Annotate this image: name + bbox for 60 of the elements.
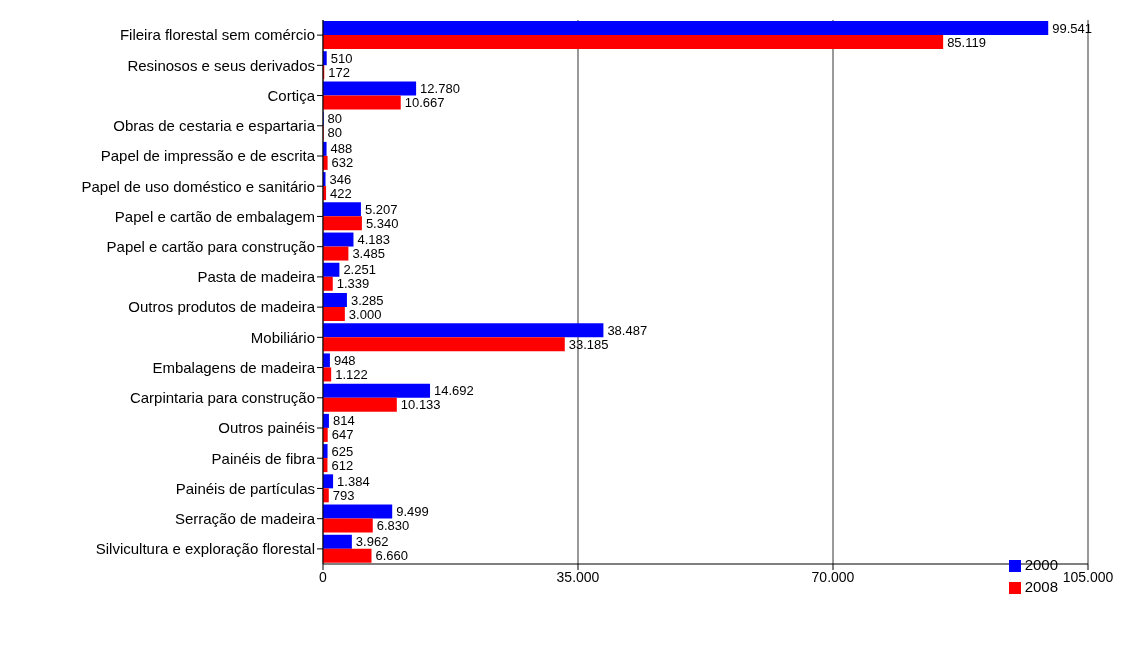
data-label: 12.780: [420, 80, 460, 96]
data-label: 814: [332, 413, 355, 429]
data-label: 80: [327, 125, 343, 141]
y-tick-label: Cortiça: [267, 86, 316, 104]
y-tick-label: Silvicultura e exploração florestal: [95, 540, 315, 558]
data-label: 80: [327, 111, 343, 127]
data-label: 9.499: [396, 504, 429, 520]
data-label: 33.185: [568, 336, 609, 352]
data-label: 793: [332, 487, 355, 503]
data-label: 5.207: [364, 201, 398, 217]
data-label: 625: [331, 443, 354, 459]
data-label: 510: [330, 50, 353, 66]
y-tick-label: Serração de madeira: [174, 509, 316, 527]
data-label: 3.485: [352, 246, 385, 262]
y-tick-label: Resinosos e seus derivados: [127, 56, 315, 74]
x-tick-label: 70.000: [811, 568, 855, 585]
data-label: 99.541: [1052, 20, 1092, 36]
data-label: 948: [333, 352, 356, 368]
y-tick-label: Embalagens de madeira: [152, 358, 316, 376]
x-tick-label: 105.000: [1062, 568, 1114, 585]
data-label: 172: [328, 64, 350, 80]
data-label: 10.133: [400, 397, 441, 413]
data-label: 346: [329, 171, 352, 187]
data-label: 2.251: [343, 262, 376, 278]
y-tick-label: Obras de cestaria e espartaria: [113, 117, 316, 135]
y-tick-label: Painéis de partículas: [175, 479, 315, 497]
data-label: 488: [330, 141, 353, 157]
y-tick-label: Papel de uso doméstico e sanitário: [81, 177, 315, 195]
data-label: 3.285: [350, 292, 384, 308]
data-label: 5.340: [365, 215, 399, 231]
y-tick-label: Painéis de fibra: [211, 449, 316, 467]
data-label: 14.692: [434, 383, 474, 399]
data-label: 85.119: [947, 34, 986, 50]
data-label: 10.667: [404, 94, 445, 110]
y-tick-label: Fileira florestal sem comércio: [119, 26, 315, 44]
y-tick-label: Mobiliário: [250, 328, 315, 346]
y-tick-label: Outros painéis: [218, 419, 315, 437]
x-tick-label: 35.000: [556, 568, 600, 585]
data-label: 632: [331, 155, 354, 171]
data-label: 38.487: [607, 322, 648, 338]
x-tick-label: 0: [319, 568, 328, 585]
data-label: 647: [331, 427, 354, 443]
legend-label: 2008: [1024, 578, 1058, 595]
y-tick-label: Outros produtos de madeira: [128, 298, 316, 316]
data-label: 612: [331, 457, 354, 473]
y-tick-label: Carpintaria para construção: [129, 389, 315, 407]
y-tick-label: Pasta de madeira: [197, 268, 316, 286]
legend-label: 2000: [1024, 556, 1058, 573]
y-tick-label: Papel e cartão de embalagem: [114, 207, 315, 225]
data-label: 3.962: [355, 534, 389, 550]
data-label: 3.000: [348, 306, 382, 322]
data-label: 1.339: [336, 276, 370, 292]
data-label: 6.660: [375, 548, 409, 564]
data-label: 1.384: [337, 473, 370, 489]
data-label: 4.183: [357, 232, 391, 248]
y-tick-label: Papel e cartão para construção: [106, 237, 315, 255]
data-label: 422: [330, 185, 352, 201]
data-label: 1.122: [335, 366, 368, 382]
y-tick-label: Papel de impressão e de escrita: [100, 147, 316, 165]
data-label: 6.830: [376, 518, 410, 534]
